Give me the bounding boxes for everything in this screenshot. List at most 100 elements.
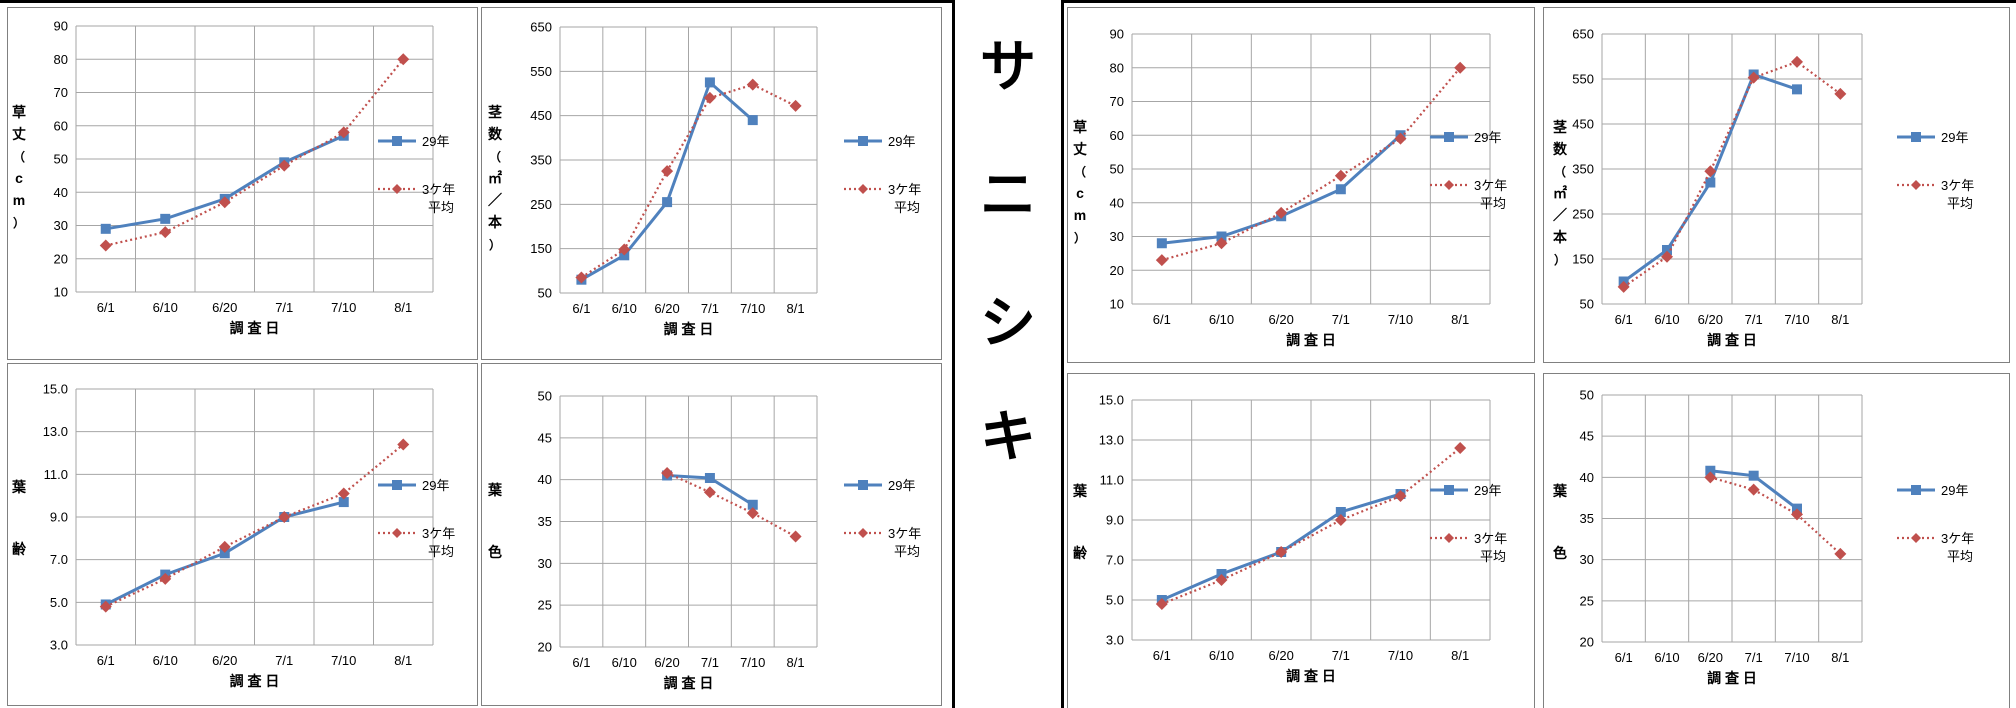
- x-tick-label: 6/10: [153, 653, 178, 668]
- legend-label: 29年: [1941, 483, 1968, 498]
- y-tick-label: 9.0: [1106, 513, 1124, 528]
- y-tick-label: 30: [1580, 552, 1594, 567]
- data-point-marker: [703, 91, 716, 104]
- data-point-marker: [1704, 471, 1717, 484]
- y-tick-label: 7.0: [50, 552, 68, 567]
- y-tick-label: 35: [1580, 511, 1594, 526]
- data-point-marker: [1394, 490, 1407, 502]
- x-tick-label: 6/20: [1698, 650, 1723, 665]
- data-point-marker: [100, 223, 111, 234]
- y-axis-title-char: 茎: [488, 104, 502, 120]
- y-tick-label: 25: [538, 598, 552, 613]
- data-point-marker: [278, 159, 291, 172]
- x-tick-label: 6/1: [572, 655, 590, 670]
- series-line: [1161, 67, 1462, 262]
- data-point-marker: [1215, 237, 1228, 250]
- x-tick-label: 7/10: [1388, 648, 1413, 663]
- legend-marker: [1911, 533, 1921, 543]
- y-tick-label: 3.0: [1106, 633, 1124, 648]
- y-tick-label: 7.0: [1106, 553, 1124, 568]
- x-tick-label: 6/1: [1615, 312, 1633, 327]
- x-tick-label: 7/1: [1745, 650, 1763, 665]
- y-tick-label: 9.0: [50, 510, 68, 525]
- legend-label: 3ケ年: [888, 182, 921, 197]
- legend-marker: [392, 136, 402, 146]
- x-axis-title: 調 査 日: [1286, 668, 1336, 684]
- data-point-marker: [1275, 546, 1288, 558]
- y-tick-label: 650: [1572, 27, 1594, 42]
- y-axis-title-char: 本: [1553, 229, 1568, 245]
- data-point-marker: [99, 239, 112, 252]
- data-point-marker: [219, 548, 230, 559]
- y-tick-label: 11.0: [44, 467, 68, 482]
- data-point-marker: [704, 77, 715, 88]
- y-tick-label: 20: [54, 251, 68, 266]
- left-panel-border-top: [0, 0, 955, 3]
- y-axis-title-char: 数: [1553, 141, 1568, 157]
- data-point-marker: [1454, 61, 1467, 74]
- chart-frame: [1067, 373, 1535, 708]
- x-axis-title: 調 査 日: [1707, 670, 1757, 686]
- y-tick-label: 10: [54, 285, 68, 300]
- x-axis-title: 調 査 日: [230, 673, 280, 689]
- variety-title-char: サ: [980, 35, 1036, 100]
- x-tick-label: 6/1: [1153, 312, 1171, 327]
- data-point-marker: [338, 497, 349, 508]
- x-tick-label: 8/1: [787, 301, 805, 316]
- x-tick-label: 7/10: [1784, 312, 1809, 327]
- x-tick-label: 7/1: [1332, 648, 1350, 663]
- y-axis-title-char: 色: [488, 544, 502, 560]
- y-axis-title-char: 葉: [11, 479, 27, 495]
- y-tick-label: 5.0: [50, 595, 68, 610]
- line-chart: 3.0 5.0 7.0 9.0 11.0 13.0 15.0 6/1 6/10 6/20 7/1 7/…: [1067, 373, 1535, 708]
- data-point-marker: [1705, 177, 1716, 188]
- x-tick-label: 7/1: [1745, 312, 1763, 327]
- y-tick-label: 150: [530, 241, 552, 256]
- line-chart: 10 20 30 40 50 60 70 80 90 6/1 6/10 6/20 7/1 7/10 8/1 調…: [1067, 7, 1535, 363]
- x-tick-label: 6/10: [612, 655, 637, 670]
- data-point-marker: [1156, 238, 1167, 249]
- variety-title: サ ニ シ キ: [952, 0, 1064, 708]
- line-chart: 20 25 30 35 40 45 50 6/1 6/10 6/20 7/1 7/10 8/1 調 査 日…: [481, 363, 942, 706]
- x-tick-label: 6/1: [97, 300, 115, 315]
- data-point-marker: [1275, 206, 1288, 219]
- data-point-marker: [1662, 245, 1672, 255]
- data-point-marker: [789, 99, 802, 112]
- x-tick-label: 8/1: [1831, 650, 1849, 665]
- x-tick-label: 8/1: [787, 655, 805, 670]
- y-tick-label: 60: [54, 118, 68, 133]
- y-axis-title-char: 葉: [487, 482, 503, 498]
- y-tick-label: 350: [1572, 162, 1594, 177]
- y-axis-title-char: （: [1074, 164, 1086, 179]
- legend-label: 3ケ年: [1474, 531, 1507, 546]
- data-point-marker: [1216, 231, 1227, 242]
- y-tick-label: 13.0: [1099, 433, 1124, 448]
- y-tick-label: 15.0: [43, 382, 68, 397]
- y-tick-label: 80: [1110, 60, 1124, 75]
- legend-label: 平均: [1947, 549, 1973, 564]
- y-tick-label: 3.0: [50, 638, 68, 653]
- legend-label: 29年: [422, 134, 449, 149]
- x-tick-label: 7/1: [701, 301, 719, 316]
- legend-label: 平均: [894, 200, 920, 215]
- y-axis-title-char: ）: [489, 237, 501, 252]
- series-line: [1161, 447, 1461, 606]
- y-axis-title-char: ／: [1553, 207, 1567, 223]
- data-point-marker: [661, 165, 674, 178]
- legend-marker: [858, 480, 868, 490]
- y-tick-label: 40: [538, 472, 552, 487]
- y-axis-title-char: m: [1074, 207, 1086, 223]
- y-tick-label: 30: [1110, 229, 1124, 244]
- legend-label: 3ケ年: [888, 526, 921, 541]
- legend-label: 平均: [1480, 196, 1506, 211]
- y-tick-label: 10: [1110, 297, 1124, 312]
- y-tick-label: 5.0: [1106, 593, 1124, 608]
- data-point-marker: [1617, 280, 1630, 293]
- x-tick-label: 6/1: [1615, 650, 1633, 665]
- data-point-marker: [218, 196, 231, 209]
- x-tick-label: 6/1: [572, 301, 590, 316]
- y-tick-label: 550: [1572, 72, 1594, 87]
- x-axis-title: 調 査 日: [230, 320, 280, 336]
- legend-label: 平均: [894, 544, 920, 559]
